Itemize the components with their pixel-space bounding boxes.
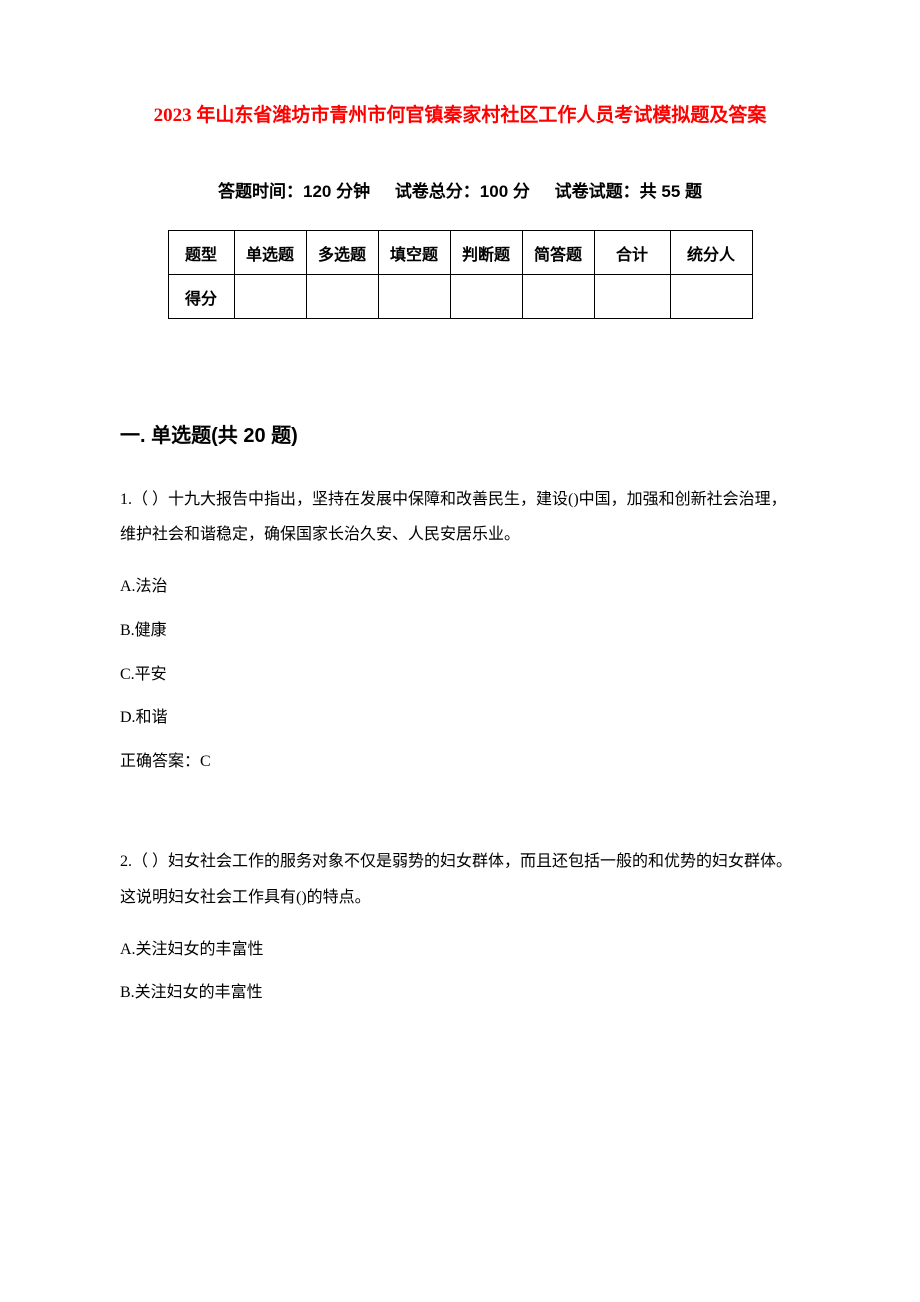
q1-option-a: A.法治: [120, 574, 800, 600]
q1-option-c: C.平安: [120, 662, 800, 688]
td-empty: [234, 275, 306, 319]
q2-option-b: B.关注妇女的丰富性: [120, 980, 800, 1006]
meta-total: 试卷总分：100 分: [395, 182, 530, 201]
q1-option-d: D.和谐: [120, 705, 800, 731]
td-empty: [594, 275, 670, 319]
td-score-label: 得分: [168, 275, 234, 319]
th-single: 单选题: [234, 231, 306, 275]
q2-stem: 2.（ ）妇女社会工作的服务对象不仅是弱势的妇女群体，而且还包括一般的和优势的妇…: [120, 844, 800, 914]
score-table: 题型 单选题 多选题 填空题 判断题 简答题 合计 统分人 得分: [168, 230, 753, 319]
td-empty: [450, 275, 522, 319]
th-type: 题型: [168, 231, 234, 275]
th-person: 统分人: [670, 231, 752, 275]
th-fill: 填空题: [378, 231, 450, 275]
td-empty: [670, 275, 752, 319]
th-total: 合计: [594, 231, 670, 275]
q1-stem: 1.（ ）十九大报告中指出，坚持在发展中保障和改善民生，建设()中国，加强和创新…: [120, 482, 800, 552]
section-1-title: 一. 单选题(共 20 题): [120, 419, 800, 448]
td-empty: [522, 275, 594, 319]
meta-time: 答题时间：120 分钟: [218, 182, 370, 201]
table-score-row: 得分: [168, 275, 752, 319]
td-empty: [306, 275, 378, 319]
exam-meta: 答题时间：120 分钟 试卷总分：100 分 试卷试题：共 55 题: [120, 177, 800, 202]
th-short: 简答题: [522, 231, 594, 275]
table-header-row: 题型 单选题 多选题 填空题 判断题 简答题 合计 统分人: [168, 231, 752, 275]
q1-answer: 正确答案：C: [120, 749, 800, 775]
q1-option-b: B.健康: [120, 618, 800, 644]
exam-title: 2023 年山东省潍坊市青州市何官镇秦家村社区工作人员考试模拟题及答案: [120, 100, 800, 127]
th-judge: 判断题: [450, 231, 522, 275]
meta-count: 试卷试题：共 55 题: [555, 182, 702, 201]
q2-option-a: A.关注妇女的丰富性: [120, 937, 800, 963]
th-multi: 多选题: [306, 231, 378, 275]
td-empty: [378, 275, 450, 319]
question-2: 2.（ ）妇女社会工作的服务对象不仅是弱势的妇女群体，而且还包括一般的和优势的妇…: [120, 844, 800, 1006]
question-1: 1.（ ）十九大报告中指出，坚持在发展中保障和改善民生，建设()中国，加强和创新…: [120, 482, 800, 774]
